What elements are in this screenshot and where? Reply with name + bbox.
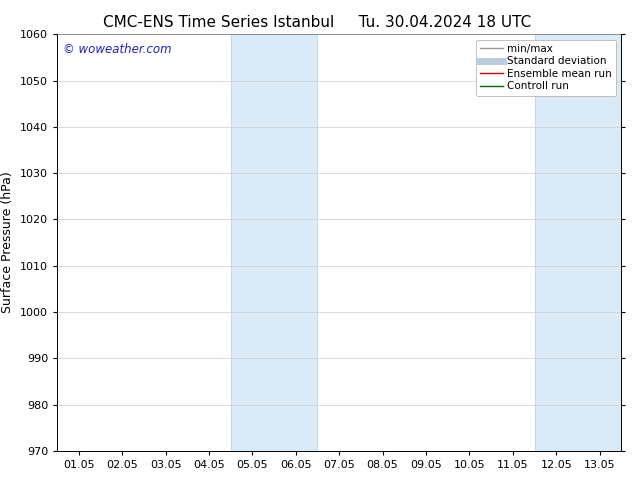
Text: © woweather.com: © woweather.com [63,43,171,56]
Legend: min/max, Standard deviation, Ensemble mean run, Controll run: min/max, Standard deviation, Ensemble me… [476,40,616,96]
Text: CMC-ENS Time Series Istanbul     Tu. 30.04.2024 18 UTC: CMC-ENS Time Series Istanbul Tu. 30.04.2… [103,15,531,30]
Bar [534,34,621,451]
Y-axis label: Surface Pressure (hPa): Surface Pressure (hPa) [1,172,15,314]
Bar [231,34,318,451]
